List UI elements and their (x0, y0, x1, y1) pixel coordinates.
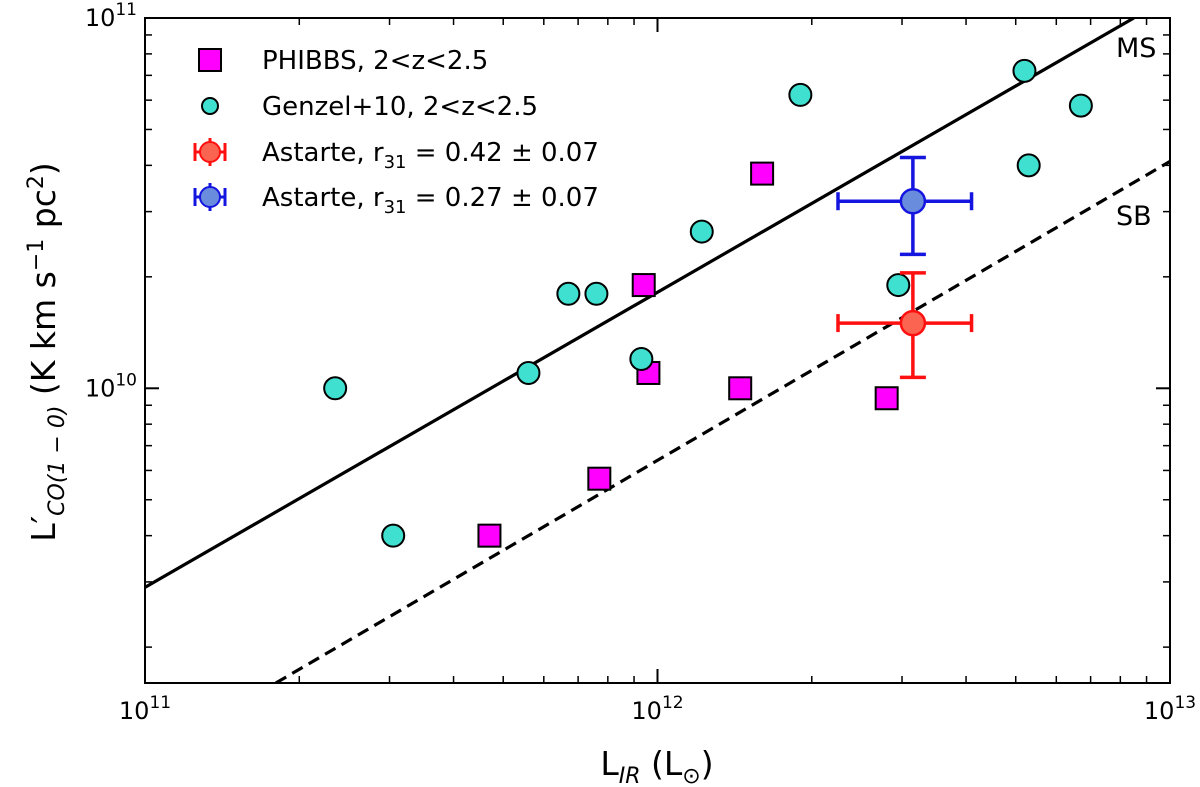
genzel-point (1012, 58, 1037, 83)
line-sb (275, 160, 1170, 683)
genzel-point (516, 360, 541, 385)
x-tick-label: 1011 (119, 693, 171, 725)
line-ms (145, 18, 1135, 589)
phibbs-point (750, 161, 775, 186)
phibbs-point (477, 523, 502, 548)
legend-genzel-label: Genzel+10, 2<z<2.5 (262, 92, 538, 122)
genzel-point (689, 219, 714, 244)
astarte-r042-marker (899, 309, 927, 337)
legend-genzel-marker (201, 97, 219, 115)
legend-astarte-r027-label: Astarte, r31 = 0.27 ± 0.07 (262, 183, 599, 218)
y-tick-label: 1010 (85, 370, 137, 402)
y-axis-label: L′CO(1 − 0) (K km s−1 pc2) (24, 162, 70, 542)
phibbs-point (728, 376, 753, 401)
legend-phibbs-marker (198, 48, 222, 72)
genzel-point (629, 346, 654, 371)
genzel-point (556, 281, 581, 306)
genzel-point (584, 281, 609, 306)
astarte-r027-point (836, 155, 974, 257)
legend-astarte-r027-marker (199, 186, 221, 208)
genzel-point (886, 273, 911, 298)
legend-astarte-r042-marker (199, 141, 221, 163)
y-tick-label: 1011 (85, 0, 137, 32)
x-axis-label: LIR (L⊙) (600, 744, 713, 787)
phibbs-point (874, 386, 899, 411)
genzel-point (788, 82, 813, 107)
astarte-r027-marker (899, 187, 927, 215)
x-tick-label: 1013 (1144, 693, 1196, 725)
phibbs-point (631, 273, 656, 298)
genzel-point (381, 523, 406, 548)
genzel-point (1016, 153, 1041, 178)
x-tick-label: 1012 (631, 693, 683, 725)
astarte-r042-point (836, 271, 974, 380)
legend-astarte-r042-label: Astarte, r31 = 0.42 ± 0.07 (262, 138, 599, 173)
genzel-point (323, 376, 348, 401)
line-label-sb: SB (1116, 201, 1152, 232)
genzel-point (1068, 93, 1093, 118)
line-label-ms: MS (1116, 33, 1156, 64)
legend-phibbs-label: PHIBBS, 2<z<2.5 (262, 46, 488, 76)
phibbs-point (587, 466, 612, 491)
